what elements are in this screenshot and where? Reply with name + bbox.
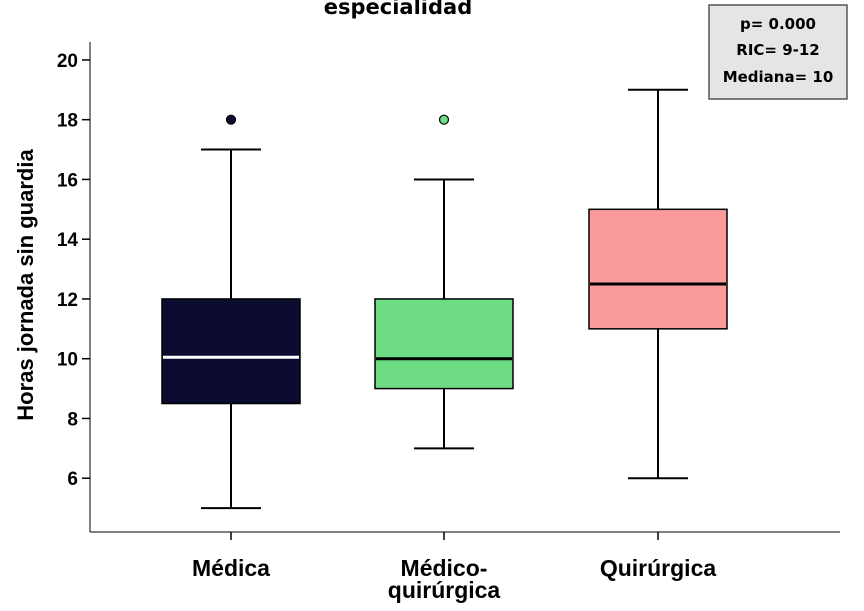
y-axis-label: Horas jornada sin guardia <box>13 149 38 421</box>
annotation-median: Mediana= 10 <box>723 68 834 86</box>
iqr-box <box>374 298 514 390</box>
x-axis-ticks: Médica Médico-quirúrgica Quirúrgica <box>192 532 716 603</box>
x-tick-label: Quirúrgica <box>600 555 717 581</box>
iqr-box <box>161 298 301 405</box>
y-tick-label: 10 <box>57 350 78 371</box>
box-group <box>588 88 728 480</box>
boxplot-series <box>161 88 728 510</box>
box-group <box>161 114 301 510</box>
x-tick-label: Médico- <box>401 555 488 581</box>
y-tick-label: 14 <box>57 230 79 251</box>
y-tick-label: 12 <box>57 290 78 311</box>
outlier-point <box>225 114 237 125</box>
x-tick-label: quirúrgica <box>388 577 501 603</box>
y-tick-label: 18 <box>57 111 78 132</box>
annotation-box: p= 0.000 RIC= 9-12 Mediana= 10 <box>708 4 848 100</box>
iqr-box <box>588 208 728 330</box>
y-tick-label: 16 <box>57 170 78 191</box>
annotation-p-value: p= 0.000 <box>740 15 816 33</box>
outlier-point <box>438 114 450 125</box>
y-axis-ticks: 6 8 10 12 14 16 18 20 <box>57 51 90 490</box>
annotation-box-background <box>708 4 848 100</box>
x-tick-label: Médica <box>192 555 270 581</box>
y-tick-label: 8 <box>67 409 78 430</box>
y-tick-label: 20 <box>57 51 78 72</box>
chart-title: especialidad <box>324 0 472 19</box>
annotation-ric: RIC= 9-12 <box>736 41 819 59</box>
y-tick-label: 6 <box>67 469 78 490</box>
box-group <box>374 114 514 450</box>
